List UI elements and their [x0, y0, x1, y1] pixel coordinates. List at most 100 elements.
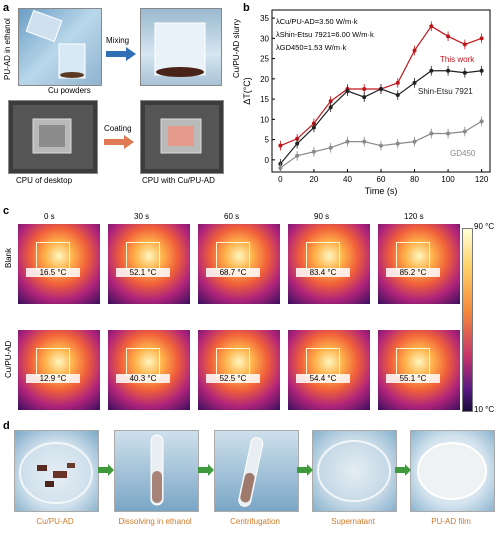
- panel-d-label: d: [3, 420, 10, 432]
- photo-dissolving: [114, 430, 199, 512]
- temperature-readout: 40.3 °C: [116, 374, 170, 383]
- thermal-image-cu-pu-ad: 40.3 °C: [108, 330, 190, 410]
- color-scale-max: 90 °C: [474, 222, 495, 231]
- data-point: [362, 139, 367, 144]
- data-point: [479, 36, 484, 41]
- caption-supernatant: Supernatant: [331, 517, 375, 526]
- data-point: [345, 89, 350, 93]
- caption-cu-pu-ad: Cu/PU-AD: [36, 517, 74, 526]
- mixing-arrow-icon: [106, 47, 136, 61]
- data-point: [479, 119, 484, 124]
- data-point: [328, 99, 333, 104]
- y-tick-label: 0: [265, 156, 270, 165]
- thermal-image-blank: 85.2 °C: [378, 224, 460, 304]
- time-label: 30 s: [134, 212, 150, 221]
- data-point: [379, 86, 383, 91]
- thermal-image-blank: 83.4 °C: [288, 224, 370, 304]
- x-tick-label: 20: [309, 175, 318, 184]
- temperature-readout: 16.5 °C: [26, 268, 80, 277]
- photo-pu-ad-film: [410, 430, 495, 512]
- temperature-readout: 85.2 °C: [386, 268, 440, 277]
- cpu-outline: [306, 242, 340, 270]
- conductivity-annotation: λCu/PU-AD=3.50 W/m·k: [276, 17, 358, 26]
- temperature-readout: 55.1 °C: [386, 374, 440, 383]
- row-label-cu-pu-ad: Cu/PU-AD: [4, 340, 13, 378]
- conductivity-annotation: λGD450=1.53 W/m·k: [276, 43, 346, 52]
- thermal-image-blank: 52.1 °C: [108, 224, 190, 304]
- cpu-illustration: [13, 105, 93, 169]
- y-tick-label: 20: [260, 75, 269, 84]
- color-scale-min: 10 °C: [474, 405, 495, 414]
- data-point: [462, 70, 467, 75]
- data-point: [395, 141, 400, 146]
- cpu-outline: [396, 242, 430, 270]
- data-point: [446, 34, 451, 39]
- data-point: [311, 149, 316, 154]
- series-label: This work: [440, 55, 475, 64]
- film-dish-illustration: [417, 442, 487, 500]
- data-point: [412, 139, 417, 144]
- cpu-desktop-label: CPU of desktop: [16, 176, 73, 185]
- y-tick-label: 10: [260, 115, 269, 124]
- y-tick-label: 5: [265, 136, 270, 145]
- data-point: [429, 24, 434, 29]
- data-point: [395, 93, 400, 98]
- x-tick-label: 0: [278, 175, 283, 184]
- thermal-image-cu-pu-ad: 52.5 °C: [198, 330, 280, 410]
- cpu-outline: [36, 348, 70, 376]
- time-label: 90 s: [314, 212, 330, 221]
- y-tick-label: 15: [260, 95, 269, 104]
- data-point: [311, 125, 316, 130]
- supernatant-dish-illustration: [317, 440, 391, 502]
- data-point: [395, 80, 400, 85]
- beaker-pouring-illustration: [25, 9, 86, 79]
- series-label: GD450: [450, 149, 476, 158]
- pu-ad-in-ethanol-label: PU-AD in ethanol: [3, 18, 12, 80]
- arrow-3-icon: [297, 464, 313, 476]
- thermal-image-cu-pu-ad: 54.4 °C: [288, 330, 370, 410]
- temperature-readout: 54.4 °C: [296, 374, 350, 383]
- photo-supernatant: [312, 430, 397, 512]
- cu-powders-label: Cu powders: [48, 86, 91, 95]
- data-point: [345, 139, 350, 144]
- panel-b-label: b: [243, 2, 250, 14]
- thermal-image-cu-pu-ad: 12.9 °C: [18, 330, 100, 410]
- data-point: [446, 68, 451, 73]
- data-point: [328, 145, 333, 150]
- temperature-readout: 68.7 °C: [206, 268, 260, 277]
- temperature-readout: 52.1 °C: [116, 268, 170, 277]
- caption-centrifugation: Centrifugation: [230, 517, 280, 526]
- data-point: [379, 143, 383, 148]
- photo-centrifugation: [214, 430, 299, 512]
- coating-arrow-icon: [104, 135, 134, 149]
- temperature-readout: 52.5 °C: [206, 374, 260, 383]
- thermal-image-blank: 16.5 °C: [18, 224, 100, 304]
- temperature-readout: 12.9 °C: [26, 374, 80, 383]
- y-tick-label: 30: [260, 34, 269, 43]
- time-label: 60 s: [224, 212, 240, 221]
- data-point: [278, 165, 283, 170]
- data-point: [429, 68, 434, 73]
- delta-t-line-chart: 0 20 40 60 80 100 120 0 5 10 15 20 25 30 35 Time (s) ΔT(…: [242, 9, 491, 196]
- data-point: [462, 129, 467, 134]
- cpu-outline: [36, 242, 70, 270]
- x-tick-label: 120: [475, 175, 489, 184]
- photo-cu-pu-ad-dish: [14, 430, 99, 512]
- temperature-readout: 83.4 °C: [296, 268, 350, 277]
- panel-c-label: c: [3, 205, 10, 217]
- data-point: [412, 48, 417, 53]
- data-point: [295, 141, 300, 146]
- caption-dissolving: Dissolving in ethanol: [118, 517, 192, 526]
- centrifuge-tube-illustration: [238, 437, 264, 507]
- photo-cpu-coated: [140, 100, 224, 174]
- y-axis-label: ΔT(°C): [242, 77, 252, 105]
- cpu-coated-label: CPU with Cu/PU-AD: [142, 176, 215, 185]
- conductivity-annotation: λShin-Etsu 7921=6.00 W/m·k: [276, 30, 374, 39]
- mixing-label: Mixing: [106, 36, 130, 45]
- dish-flakes-illustration: [19, 442, 93, 504]
- coating-label: Coating: [104, 124, 132, 133]
- y-tick-label: 35: [260, 14, 269, 23]
- data-point: [278, 143, 283, 148]
- cpu-outline: [126, 348, 160, 376]
- caption-pu-ad-film: PU-AD film: [431, 517, 471, 526]
